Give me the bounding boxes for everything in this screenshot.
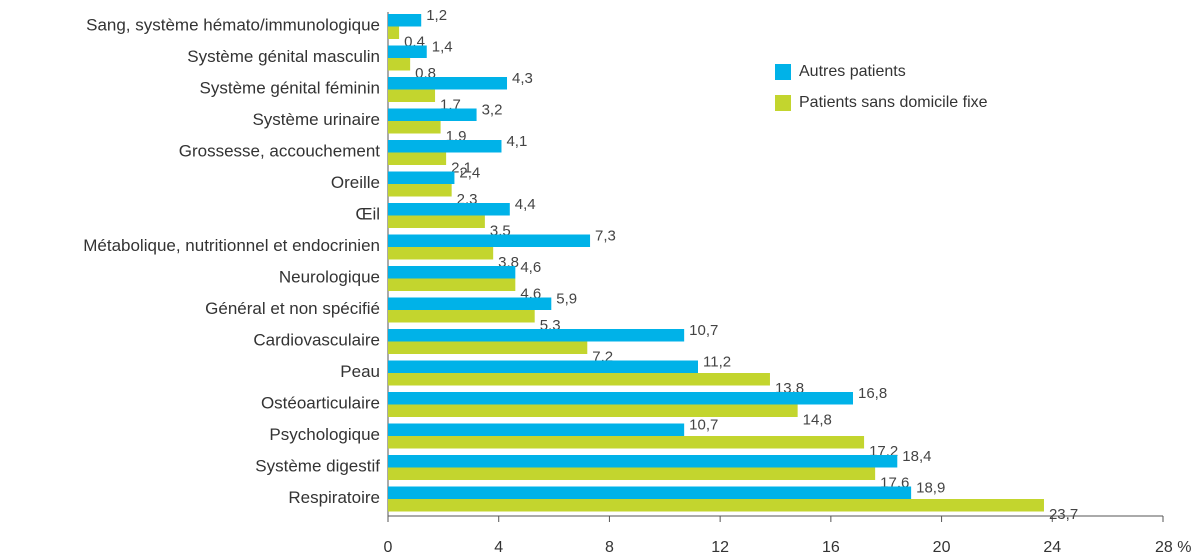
category-label: Œil	[355, 204, 380, 223]
value-label: 4,1	[506, 133, 527, 150]
x-tick-label: 12	[711, 539, 729, 556]
category-label: Ostéoarticulaire	[261, 393, 380, 412]
value-label: 10,7	[689, 322, 718, 339]
category-label: Système digestif	[255, 456, 380, 475]
bar	[388, 404, 798, 417]
category-label: Système génital féminin	[200, 78, 380, 97]
bar	[388, 215, 485, 228]
bar	[388, 373, 770, 386]
bar	[388, 341, 588, 354]
value-label: 18,4	[902, 448, 931, 465]
value-label: 2,1	[451, 159, 472, 176]
bar	[388, 77, 508, 90]
value-label: 10,7	[689, 416, 718, 433]
bar	[388, 423, 685, 436]
category-label: Système urinaire	[252, 110, 380, 129]
bar	[388, 26, 400, 39]
bar	[388, 89, 436, 102]
value-label: 14,8	[803, 411, 832, 428]
bar	[388, 14, 422, 27]
legend-swatch	[775, 64, 791, 80]
category-label: Grossesse, accouchement	[179, 141, 381, 160]
bar	[388, 266, 516, 279]
x-tick-label: 20	[933, 539, 951, 556]
legend-label: Patients sans domicile fixe	[799, 94, 988, 111]
category-label: Cardiovasculaire	[253, 330, 380, 349]
legend-swatch	[775, 95, 791, 111]
value-label: 18,9	[916, 479, 945, 496]
category-label: Métabolique, nutritionnel et endocrinien	[83, 236, 380, 255]
category-label: Général et non spécifié	[205, 299, 380, 318]
bar	[388, 45, 427, 58]
value-label: 5,9	[556, 290, 577, 307]
value-label: 16,8	[858, 385, 887, 402]
bar	[388, 140, 502, 153]
bar	[388, 310, 535, 323]
value-label: 7,3	[595, 227, 616, 244]
value-label: 4,3	[512, 70, 533, 87]
category-label: Respiratoire	[288, 488, 380, 507]
value-label: 2,4	[459, 164, 480, 181]
category-label: Psychologique	[269, 425, 380, 444]
bar	[388, 499, 1044, 512]
bar	[388, 121, 441, 134]
bar	[388, 108, 477, 121]
value-label: 3,2	[482, 101, 503, 118]
bar	[388, 392, 853, 405]
bar	[388, 184, 452, 197]
x-tick-label: 16	[822, 539, 840, 556]
bar	[388, 278, 516, 291]
value-label: 23,7	[1049, 506, 1078, 523]
value-label: 11,2	[703, 353, 731, 370]
bar	[388, 152, 447, 165]
bar	[388, 360, 698, 373]
bar	[388, 329, 685, 342]
bar	[388, 247, 494, 260]
value-label: 4,4	[515, 196, 536, 213]
bar	[388, 171, 455, 184]
value-label: 1,2	[426, 7, 447, 24]
x-tick-label: 4	[494, 539, 503, 556]
bar	[388, 297, 552, 310]
x-tick-label: 8	[605, 539, 614, 556]
category-label: Oreille	[331, 173, 380, 192]
bar	[388, 467, 876, 480]
category-label: Neurologique	[279, 267, 380, 286]
x-tick-label: 0	[384, 539, 393, 556]
bar	[388, 58, 411, 71]
x-tick-label: 24	[1043, 539, 1061, 556]
bar	[388, 455, 898, 468]
category-label: Peau	[340, 362, 380, 381]
bar	[388, 486, 912, 499]
value-label: 1,4	[432, 38, 453, 55]
category-label: Système génital masculin	[187, 47, 380, 66]
bar	[388, 234, 591, 247]
value-label: 4,6	[520, 259, 541, 276]
x-tick-label: 28 %	[1155, 539, 1191, 556]
legend-label: Autres patients	[799, 63, 906, 80]
category-label: Sang, système hémato/immunologique	[86, 15, 380, 34]
bar	[388, 203, 510, 216]
bar	[388, 436, 865, 449]
